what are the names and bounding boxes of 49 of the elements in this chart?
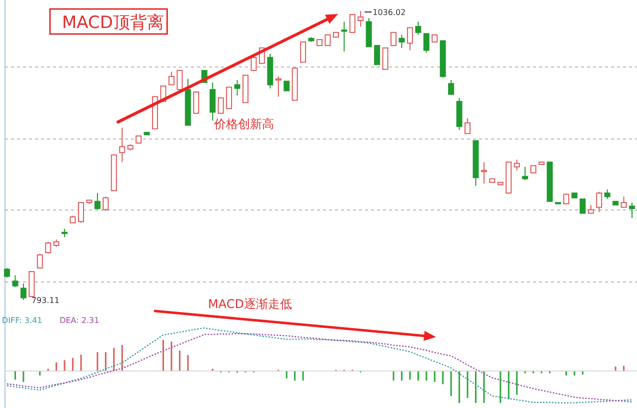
candlestick bbox=[341, 21, 348, 52]
candlestick bbox=[349, 14, 356, 33]
candlestick bbox=[358, 10, 364, 27]
candlestick bbox=[210, 82, 216, 121]
candlestick bbox=[94, 192, 100, 210]
annotation: 价格创新高 bbox=[213, 117, 274, 131]
candlestick bbox=[218, 97, 224, 114]
annotation: MACD逐渐走低 bbox=[208, 297, 292, 311]
candlestick bbox=[398, 34, 405, 48]
candlestick bbox=[423, 33, 430, 54]
candlestick bbox=[176, 70, 183, 90]
candlestick bbox=[464, 118, 471, 134]
candlestick bbox=[620, 196, 627, 208]
candlestick bbox=[102, 196, 109, 212]
candlestick bbox=[193, 91, 200, 114]
candlestick bbox=[4, 268, 10, 278]
candlestick bbox=[390, 32, 397, 46]
candlestick bbox=[415, 21, 422, 36]
chart-title: MACD顶背离 bbox=[62, 13, 164, 33]
candlestick bbox=[374, 45, 380, 66]
candlestick bbox=[522, 166, 528, 180]
candlestick bbox=[226, 86, 232, 110]
candlestick bbox=[596, 191, 602, 213]
text: DIFF: 3.41 bbox=[2, 316, 42, 325]
candlestick bbox=[234, 80, 240, 96]
candlestick bbox=[324, 34, 331, 46]
candlestick bbox=[119, 127, 126, 163]
candlestick bbox=[275, 76, 282, 98]
candlestick bbox=[580, 198, 586, 214]
candlestick bbox=[629, 202, 635, 219]
annotation: 793.11 bbox=[31, 296, 60, 305]
candlestick bbox=[20, 282, 26, 300]
candlestick bbox=[448, 80, 454, 95]
candlestick bbox=[604, 188, 610, 200]
candlestick bbox=[284, 80, 290, 92]
candlestick bbox=[480, 162, 487, 184]
annotation: 1036.02 bbox=[372, 8, 406, 17]
candlestick bbox=[45, 241, 52, 254]
candlestick bbox=[78, 202, 84, 224]
candlestick bbox=[514, 159, 520, 171]
candlestick bbox=[563, 194, 570, 204]
candlestick bbox=[12, 274, 18, 288]
candlestick bbox=[382, 47, 388, 70]
candlestick bbox=[36, 253, 43, 269]
candlestick bbox=[250, 56, 257, 72]
candlestick bbox=[300, 41, 306, 63]
candlestick bbox=[406, 27, 413, 51]
text: DEA: 2.31 bbox=[60, 316, 100, 325]
candlestick bbox=[168, 71, 174, 86]
